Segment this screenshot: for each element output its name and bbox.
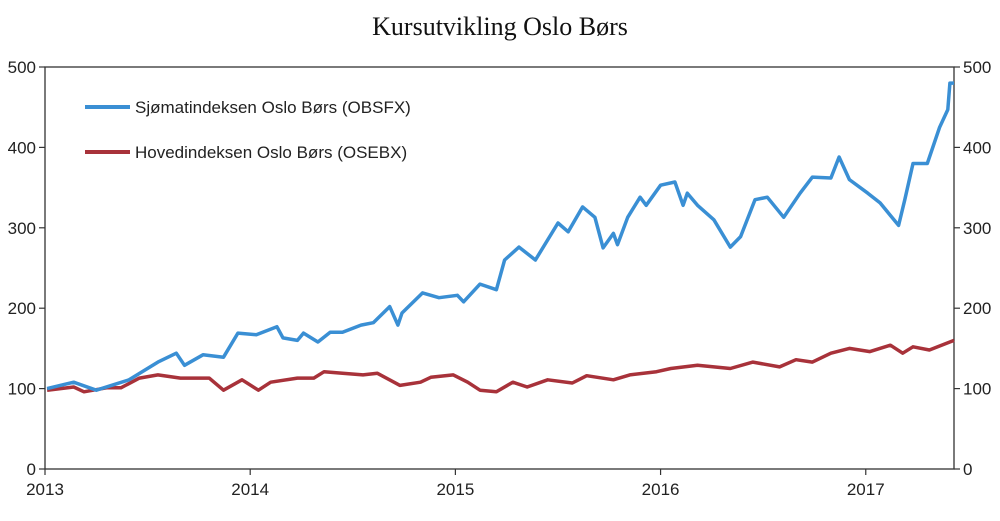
x-tick-label: 2014 xyxy=(231,480,269,499)
legend-label-0: Sjømatindeksen Oslo Børs (OBSFX) xyxy=(135,98,411,117)
plot-frame xyxy=(44,66,955,470)
y-tick-label-left: 500 xyxy=(8,58,36,77)
x-tick-label: 2013 xyxy=(26,480,64,499)
x-tick-label: 2015 xyxy=(436,480,474,499)
x-tick-label: 2017 xyxy=(847,480,885,499)
y-tick-label-left: 200 xyxy=(8,299,36,318)
series-line-0 xyxy=(46,81,954,392)
y-tick-label-right: 100 xyxy=(963,380,991,399)
y-tick-label-left: 100 xyxy=(8,380,36,399)
chart-title: Kursutvikling Oslo Børs xyxy=(372,12,628,41)
x-tick-label: 2016 xyxy=(642,480,680,499)
legend-label-1: Hovedindeksen Oslo Børs (OSEBX) xyxy=(135,143,407,162)
y-tick-label-left: 300 xyxy=(8,219,36,238)
y-tick-label-right: 0 xyxy=(963,460,972,479)
y-tick-label-left: 400 xyxy=(8,138,36,157)
y-tick-label-right: 200 xyxy=(963,299,991,318)
y-tick-label-left: 0 xyxy=(27,460,36,479)
series-line-1 xyxy=(46,338,955,394)
y-tick-label-right: 400 xyxy=(963,138,991,157)
y-tick-label-right: 300 xyxy=(963,219,991,238)
y-tick-label-right: 500 xyxy=(963,58,991,77)
